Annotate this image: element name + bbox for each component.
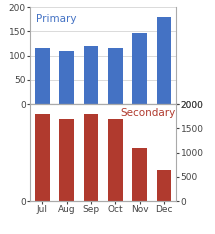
Text: Secondary: Secondary [121,108,176,118]
Bar [35,114,50,201]
Bar [157,17,171,104]
Bar [157,170,171,201]
Text: Primary: Primary [36,14,77,24]
Bar [84,114,98,201]
Bar [108,48,123,104]
Bar [108,119,123,201]
Bar [59,51,74,104]
Bar [84,46,98,104]
Bar [59,119,74,201]
Bar [132,148,147,201]
Bar [132,33,147,104]
Bar [35,48,50,104]
